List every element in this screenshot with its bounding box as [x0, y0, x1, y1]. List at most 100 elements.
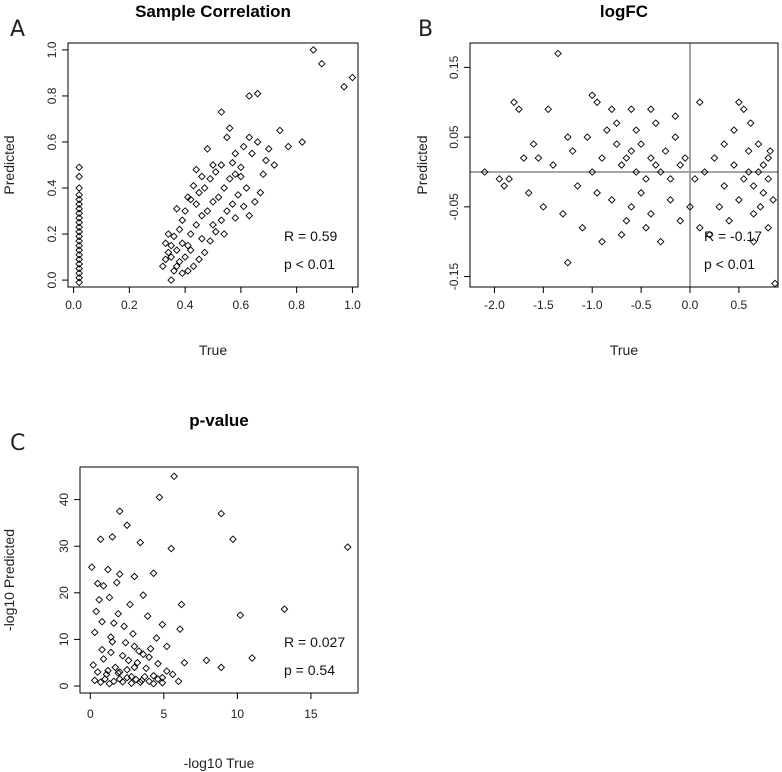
y-tick-label: 20 — [57, 586, 71, 600]
data-point — [109, 677, 118, 686]
data-point — [505, 175, 513, 183]
y-tick-label: -0.05 — [447, 193, 461, 221]
data-point — [98, 617, 106, 626]
data-point — [217, 216, 226, 225]
data-point — [170, 267, 178, 275]
data-point — [174, 677, 183, 686]
data-point — [139, 650, 148, 659]
data-point — [764, 175, 773, 183]
x-tick-label: 10 — [231, 707, 245, 721]
y-tick-label: 30 — [57, 539, 71, 553]
y-tick-label: 0.0 — [45, 271, 59, 288]
x-tick-label: 0.4 — [177, 298, 194, 312]
data-point — [149, 679, 158, 688]
data-point — [178, 216, 187, 225]
data-point — [167, 241, 176, 250]
data-point — [189, 181, 198, 190]
data-point — [161, 239, 170, 248]
data-point — [225, 174, 234, 183]
data-point — [676, 161, 685, 169]
data-point — [202, 656, 211, 665]
data-point — [75, 214, 83, 222]
data-point — [603, 126, 611, 134]
data-point — [124, 656, 133, 665]
data-point — [162, 642, 171, 651]
data-point — [480, 168, 489, 176]
data-point — [651, 119, 660, 128]
data-point — [749, 237, 758, 246]
data-point — [250, 197, 259, 206]
data-point — [554, 49, 562, 58]
data-point — [180, 658, 189, 667]
data-point — [75, 209, 83, 218]
x-tick-label: -1.5 — [533, 298, 554, 312]
data-point — [256, 188, 265, 197]
data-point — [217, 663, 226, 672]
data-point — [115, 507, 124, 516]
plot-frame — [67, 42, 359, 288]
data-point — [769, 196, 777, 204]
data-point — [223, 133, 231, 142]
data-point — [656, 237, 665, 246]
x-tick-label: 0.5 — [731, 298, 748, 312]
data-point — [749, 182, 758, 190]
x-tick-label: 0.0 — [65, 298, 82, 312]
data-point — [127, 679, 136, 688]
data-point — [735, 196, 743, 204]
data-point — [237, 172, 245, 181]
data-point — [93, 668, 102, 676]
data-point — [206, 174, 215, 183]
data-point — [115, 668, 124, 676]
data-point — [126, 600, 134, 609]
data-point — [651, 161, 660, 169]
data-point — [200, 184, 209, 192]
data-point — [95, 595, 103, 604]
data-point — [539, 202, 548, 211]
data-point — [671, 133, 680, 141]
data-point — [209, 197, 217, 206]
data-point — [746, 119, 755, 128]
stat-annotation: p = 0.54 — [284, 662, 335, 678]
data-point — [642, 175, 650, 183]
data-point — [730, 161, 738, 169]
data-point — [253, 138, 262, 146]
data-point — [184, 241, 192, 250]
data-point — [217, 108, 226, 116]
data-point — [228, 200, 237, 208]
data-point — [237, 163, 245, 172]
data-point — [170, 232, 178, 241]
x-tick-label: 1.0 — [344, 298, 361, 312]
plot-frame — [469, 42, 779, 288]
data-point — [121, 638, 130, 647]
data-point — [242, 184, 251, 192]
data-point — [192, 165, 201, 174]
data-point — [198, 234, 206, 243]
x-tick-label: 0.2 — [121, 298, 138, 312]
data-point — [132, 675, 140, 684]
data-point — [96, 678, 105, 687]
data-point — [220, 184, 228, 192]
x-tick-label: 0.6 — [233, 298, 250, 312]
data-point — [158, 678, 167, 687]
data-point — [754, 168, 763, 176]
data-point — [172, 204, 181, 213]
data-point — [75, 273, 83, 282]
data-point — [75, 195, 83, 204]
data-point — [695, 98, 704, 107]
data-point — [245, 92, 254, 100]
data-point — [588, 91, 597, 100]
data-point — [130, 663, 139, 672]
data-point — [158, 262, 167, 271]
data-point — [309, 46, 318, 54]
data-point — [93, 579, 102, 588]
panel-letter: B — [418, 17, 433, 42]
data-point — [177, 600, 186, 609]
data-point — [563, 258, 572, 267]
data-point — [211, 168, 220, 176]
y-tick-label: 0.6 — [45, 133, 59, 150]
data-point — [671, 112, 680, 121]
data-point — [695, 223, 704, 232]
data-point — [231, 149, 240, 158]
data-point — [184, 267, 192, 275]
data-point — [622, 216, 631, 225]
